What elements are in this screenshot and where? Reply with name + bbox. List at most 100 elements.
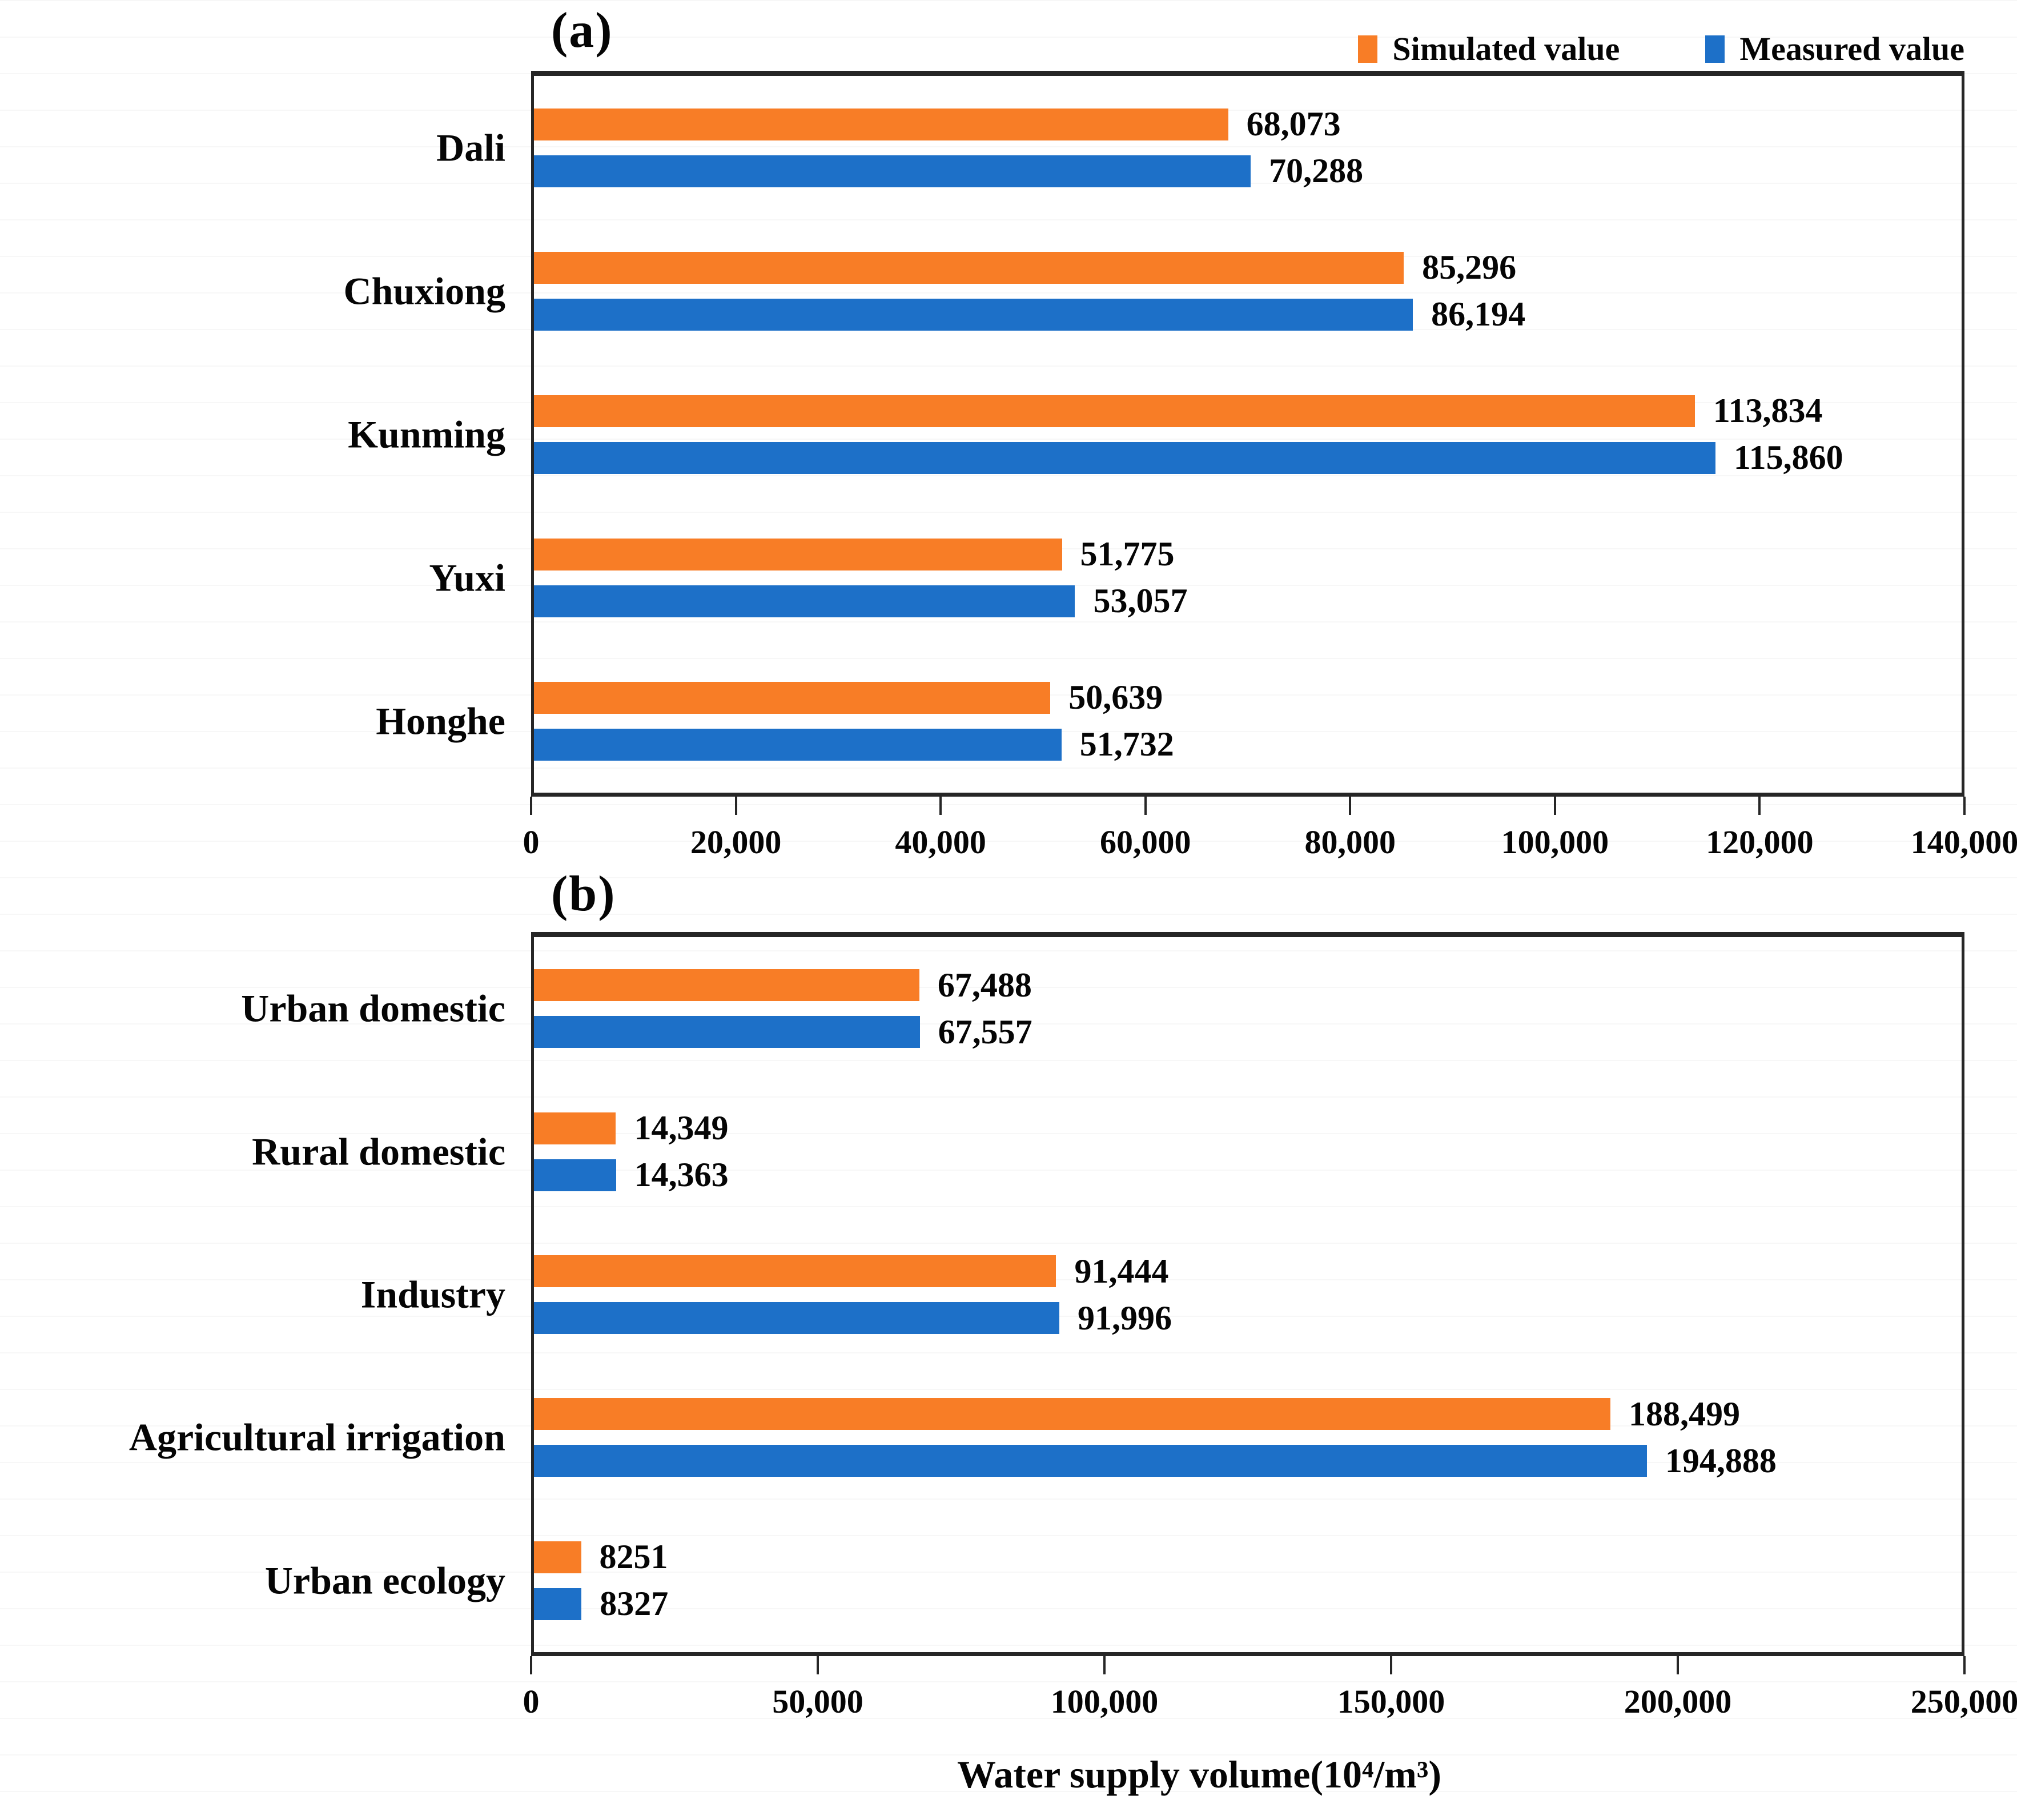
simulated-bar — [534, 1112, 616, 1144]
panel-a-tag: (a) — [551, 3, 613, 58]
x-tick-mark — [1390, 1656, 1392, 1674]
simulated-bar — [534, 251, 1404, 284]
simulated-bar — [534, 538, 1062, 570]
value-label: 8327 — [600, 1585, 669, 1623]
x-tick-mark — [939, 797, 942, 815]
x-tick-mark — [1963, 1656, 1966, 1674]
x-tick-label: 100,000 — [1050, 1683, 1159, 1720]
legend-item-simulated: Simulated value — [1358, 30, 1620, 68]
x-tick-mark — [1758, 797, 1761, 815]
category-label: Urban ecology — [264, 1558, 505, 1602]
value-label: 50,639 — [1068, 678, 1163, 716]
category-row: Dali 68,073 70,288 — [436, 76, 1962, 219]
value-label: 113,834 — [1713, 392, 1823, 429]
category-label: Urban domestic — [241, 986, 505, 1030]
value-label: 51,732 — [1079, 725, 1174, 763]
category-label: Dali — [436, 126, 505, 169]
category-row: Urban domestic 67,488 67,557 — [241, 937, 1962, 1080]
value-label: 70,288 — [1269, 152, 1364, 190]
x-tick-label: 60,000 — [1099, 823, 1191, 861]
category-row: Kunming 113,834 115,860 — [348, 363, 1962, 506]
x-tick-mark — [1103, 1656, 1106, 1674]
x-tick-label: 150,000 — [1337, 1683, 1445, 1720]
value-label: 91,444 — [1074, 1252, 1169, 1290]
x-tick-mark — [1677, 1656, 1679, 1674]
category-label: Industry — [360, 1272, 505, 1316]
measured-bar — [534, 585, 1075, 617]
plot-area-a: Dali 68,073 70,288 Chuxiong 85,296 86,194 Kunm… — [344, 71, 1964, 797]
x-tick-label: 80,000 — [1304, 823, 1396, 861]
category-label: Yuxi — [429, 556, 505, 599]
category-row: Industry 91,444 91,996 — [361, 1223, 1962, 1366]
category-row: Yuxi 51,775 53,057 — [429, 506, 1962, 649]
measured-bar — [534, 155, 1251, 187]
value-label: 51,775 — [1080, 535, 1175, 573]
x-axis-b: 0 50,000 100,000 150,000 200,000 250,000 — [523, 1656, 2017, 1730]
measured-bar — [534, 441, 1715, 474]
x-tick-label: 40,000 — [895, 823, 986, 861]
simulated-bar — [534, 681, 1051, 714]
x-tick-mark — [530, 797, 532, 815]
category-label: Chuxiong — [343, 269, 505, 312]
measured-bar — [534, 298, 1413, 331]
x-tick-mark — [1144, 797, 1147, 815]
value-label: 67,557 — [938, 1013, 1032, 1051]
x-tick-mark — [1349, 797, 1352, 815]
simulated-bar — [534, 1541, 581, 1573]
category-row: Rural domestic 14,349 14,363 — [252, 1080, 1962, 1223]
category-label: Rural domestic — [252, 1130, 505, 1174]
x-tick-mark — [734, 797, 737, 815]
measured-bar — [534, 728, 1062, 761]
category-label: Kunming — [348, 412, 505, 456]
measured-bar — [534, 1588, 582, 1620]
measured-bar — [534, 1016, 920, 1048]
category-row: Honghe 50,639 51,732 — [376, 649, 1962, 793]
x-axis-a: 0 20,000 40,000 60,000 80,000 100,000 120,000 1… — [523, 797, 2017, 871]
legend: Simulated value Measured value — [1358, 30, 1964, 68]
legend-item-measured: Measured value — [1705, 30, 1964, 68]
legend-swatch-measured-icon — [1705, 35, 1725, 63]
x-tick-mark — [817, 1656, 819, 1674]
measured-bar — [534, 1159, 616, 1191]
category-label: Agricultural irrigation — [128, 1415, 505, 1459]
simulated-bar — [534, 108, 1228, 140]
category-row: Urban ecology 8251 8327 — [265, 1509, 1962, 1652]
measured-bar — [534, 1302, 1059, 1335]
legend-swatch-simulated-icon — [1358, 35, 1378, 63]
category-row: Agricultural irrigation 188,499 194,888 — [129, 1366, 1962, 1509]
x-tick-mark — [1553, 797, 1556, 815]
value-label: 194,888 — [1665, 1441, 1777, 1480]
x-tick-label: 100,000 — [1501, 823, 1609, 861]
x-tick-label: 250,000 — [1910, 1683, 2017, 1720]
legend-label-simulated: Simulated value — [1392, 30, 1620, 67]
x-tick-mark — [530, 1656, 532, 1674]
value-label: 85,296 — [1422, 248, 1517, 286]
category-row: Chuxiong 85,296 86,194 — [344, 219, 1962, 363]
x-tick-label: 50,000 — [772, 1683, 863, 1720]
x-tick-label: 20,000 — [690, 823, 782, 861]
value-label: 67,488 — [937, 966, 1032, 1004]
x-tick-label: 0 — [523, 823, 540, 861]
x-tick-mark — [1963, 797, 1966, 815]
legend-label-measured: Measured value — [1739, 30, 1964, 67]
value-label: 86,194 — [1431, 295, 1526, 333]
x-tick-label: 200,000 — [1624, 1683, 1732, 1720]
simulated-bar — [534, 1398, 1610, 1431]
value-label: 91,996 — [1077, 1299, 1172, 1337]
panel-b-tag: (b) — [551, 866, 616, 922]
x-tick-label: 120,000 — [1706, 823, 1814, 861]
value-label: 14,363 — [634, 1156, 729, 1194]
value-label: 14,349 — [634, 1109, 729, 1147]
value-label: 8251 — [599, 1538, 668, 1576]
x-tick-label: 0 — [523, 1683, 540, 1720]
simulated-bar — [534, 969, 919, 1002]
measured-bar — [534, 1445, 1647, 1477]
simulated-bar — [534, 395, 1695, 427]
value-label: 68,073 — [1246, 105, 1341, 143]
value-label: 115,860 — [1733, 439, 1843, 476]
plot-area-b: Urban domestic 67,488 67,557 Rural domestic… — [129, 932, 1964, 1656]
value-label: 188,499 — [1628, 1395, 1740, 1433]
simulated-bar — [534, 1255, 1056, 1288]
value-label: 53,057 — [1093, 582, 1188, 620]
